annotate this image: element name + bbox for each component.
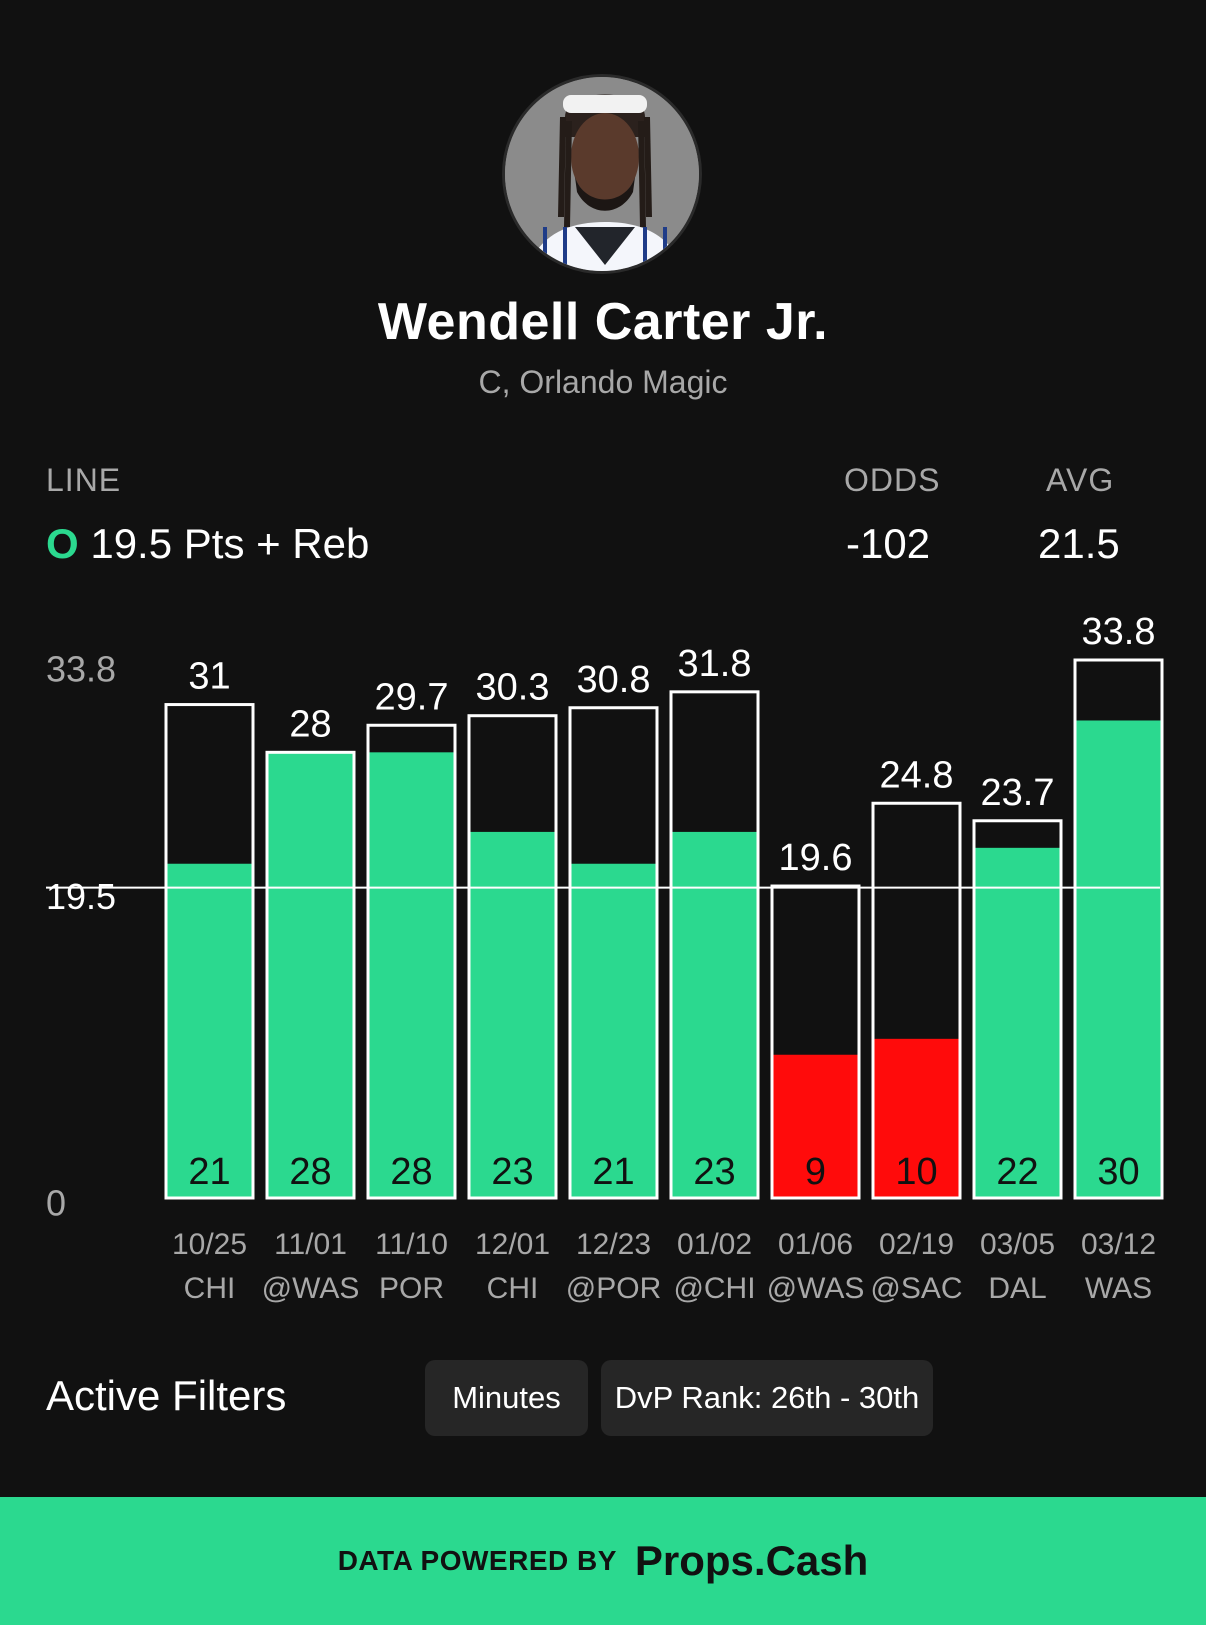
filter-chip-minutes[interactable]: Minutes xyxy=(425,1360,588,1436)
bar-outline xyxy=(770,884,861,1200)
bar-top-label: 31 xyxy=(188,656,230,698)
line-value: O 19.5 Pts + Reb xyxy=(46,520,369,568)
x-tick-date: 02/19 xyxy=(879,1228,954,1261)
x-tick-date: 01/02 xyxy=(677,1228,752,1261)
bar-top-label: 31.8 xyxy=(678,643,752,685)
x-tick-opponent: DAL xyxy=(988,1272,1046,1305)
x-tick-opponent: @CHI xyxy=(673,1272,755,1305)
bar-bottom-label: 28 xyxy=(289,1151,331,1193)
x-tick-opponent: POR xyxy=(379,1272,444,1305)
y-axis-label: 0 xyxy=(46,1183,66,1224)
x-tick-opponent: @SAC xyxy=(870,1272,962,1305)
bar-outline xyxy=(265,750,356,1200)
x-tick-date: 10/25 xyxy=(172,1228,247,1261)
bar-outline xyxy=(164,703,255,1200)
bar-bottom-label: 23 xyxy=(491,1151,533,1193)
game-log-bar-chart: 33.8 19.5 0 31 21 10/25 CHI 28 28 11/01 @WAS 29.7 28… xyxy=(46,611,1164,1305)
x-tick-date: 12/01 xyxy=(475,1228,550,1261)
bar-outline xyxy=(669,690,760,1200)
filter-chip-dvp-rank[interactable]: DvP Rank: 26th - 30th xyxy=(601,1360,933,1436)
x-tick-date: 11/01 xyxy=(274,1228,347,1261)
line-label: LINE xyxy=(46,462,122,498)
x-tick-opponent: @WAS xyxy=(262,1272,360,1305)
x-tick-date: 12/23 xyxy=(576,1228,651,1261)
bar-fill xyxy=(166,863,253,1198)
bar-fill xyxy=(469,831,556,1198)
bar-fill xyxy=(671,831,758,1198)
y-axis-label: 19.5 xyxy=(46,876,116,917)
x-tick-date: 01/06 xyxy=(778,1228,853,1261)
odds-label: ODDS xyxy=(844,462,941,498)
bar-top-label: 30.3 xyxy=(476,667,550,709)
bar-outline xyxy=(871,801,962,1200)
bar-bottom-label: 10 xyxy=(895,1151,937,1193)
active-filters-title: Active Filters xyxy=(46,1372,287,1419)
bar-top-label: 19.6 xyxy=(779,837,853,879)
x-tick-date: 11/10 xyxy=(375,1228,448,1261)
x-tick-opponent: @POR xyxy=(566,1272,661,1305)
bar-fill xyxy=(368,752,455,1198)
footer-prefix: DATA POWERED BY xyxy=(337,1545,617,1576)
bar-fill xyxy=(873,1038,960,1198)
bar-top-label: 24.8 xyxy=(880,754,954,796)
player-avatar xyxy=(502,74,702,274)
over-indicator: O xyxy=(46,520,79,567)
bar-top-label: 33.8 xyxy=(1082,611,1156,653)
player-name: Wendell Carter Jr. xyxy=(377,293,829,351)
bar-outline xyxy=(972,819,1063,1200)
x-tick-date: 03/05 xyxy=(980,1228,1055,1261)
bar-fill xyxy=(772,1054,859,1198)
bar-outline xyxy=(1073,658,1164,1200)
bar-bottom-label: 21 xyxy=(188,1151,230,1193)
bar-outline xyxy=(568,706,659,1200)
bar-top-label: 23.7 xyxy=(981,772,1055,814)
bar-fill xyxy=(974,847,1061,1198)
y-axis-label: 33.8 xyxy=(46,649,116,690)
bar-bottom-label: 21 xyxy=(592,1151,634,1193)
avg-value: 21.5 xyxy=(1038,520,1120,567)
bar-outline xyxy=(366,723,457,1200)
bar-bottom-label: 23 xyxy=(693,1151,735,1193)
odds-value: -102 xyxy=(846,520,931,567)
bar-fill xyxy=(267,752,354,1198)
footer-banner[interactable]: DATA POWERED BY Props.Cash xyxy=(0,1497,1206,1625)
player-photo-icon xyxy=(505,77,699,271)
line-text: 19.5 Pts + Reb xyxy=(90,520,370,567)
x-tick-opponent: CHI xyxy=(487,1272,539,1305)
bar-bottom-label: 30 xyxy=(1097,1151,1139,1193)
footer-brand: Props.Cash xyxy=(634,1537,869,1584)
bar-top-label: 29.7 xyxy=(375,676,449,718)
x-tick-opponent: WAS xyxy=(1085,1272,1152,1305)
avg-label: AVG xyxy=(1046,462,1115,498)
bar-bottom-label: 9 xyxy=(805,1151,826,1193)
bar-bottom-label: 22 xyxy=(996,1151,1038,1193)
x-tick-date: 03/12 xyxy=(1081,1228,1156,1261)
bar-fill xyxy=(1075,720,1162,1198)
player-position-team: C, Orlando Magic xyxy=(478,364,728,400)
bar-outline xyxy=(467,714,558,1200)
bar-top-label: 28 xyxy=(289,703,331,745)
bar-bottom-label: 28 xyxy=(390,1151,432,1193)
bar-top-label: 30.8 xyxy=(577,659,651,701)
x-tick-opponent: CHI xyxy=(184,1272,236,1305)
x-tick-opponent: @WAS xyxy=(767,1272,865,1305)
bar-fill xyxy=(570,863,657,1198)
